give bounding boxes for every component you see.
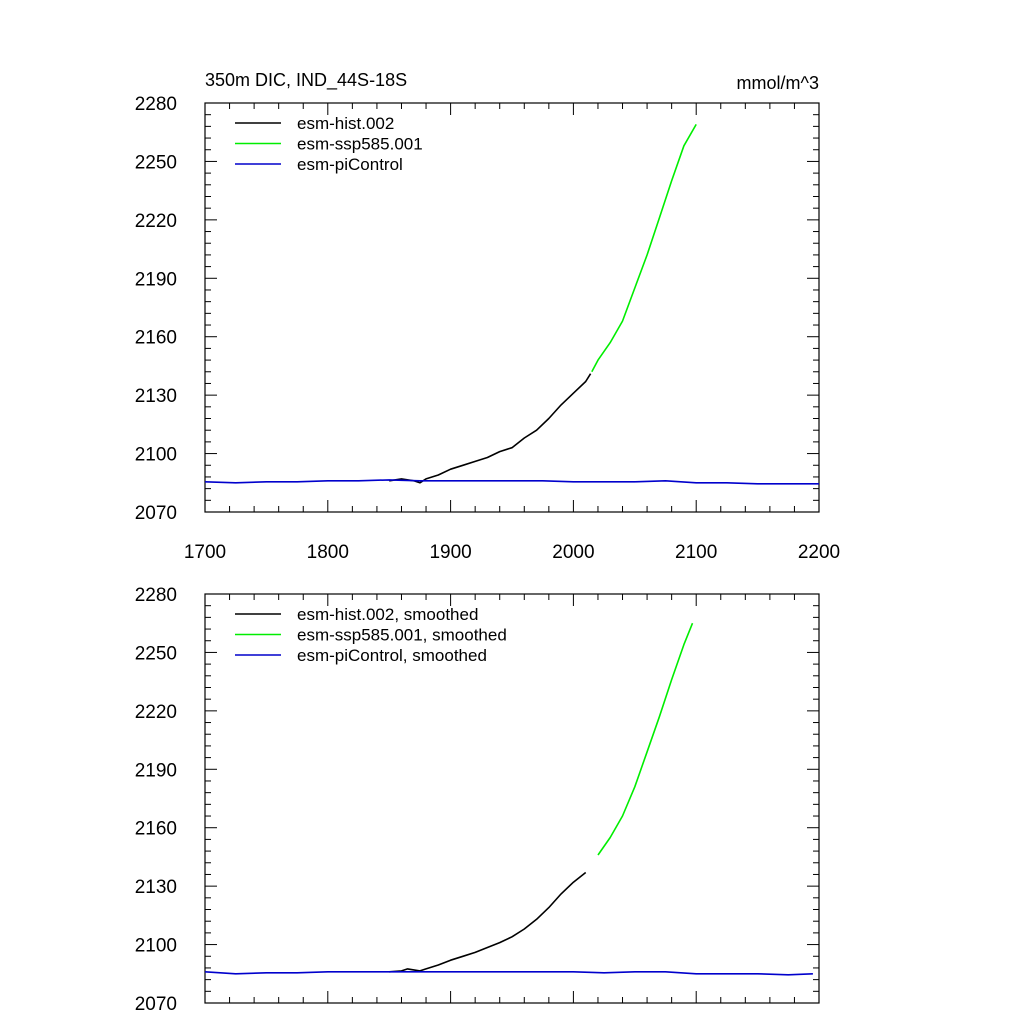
y-tick-label: 2130: [135, 877, 177, 898]
units-label: mmol/m^3: [737, 73, 819, 93]
y-tick-label: 2220: [135, 702, 177, 723]
series-line-2: [597, 622, 694, 856]
y-tick-label: 2160: [135, 819, 177, 840]
y-tick-label: 2070: [135, 503, 177, 524]
x-tick-label: 2100: [675, 542, 717, 563]
y-tick-label: 2190: [135, 760, 177, 781]
plot-frame: [204, 593, 820, 1004]
x-tick-label: 1700: [184, 542, 226, 563]
series-line-3: [204, 970, 813, 976]
y-tick-label: 2250: [135, 152, 177, 173]
x-tick-label: 1800: [307, 542, 349, 563]
chart-panel-2: 2070 2100 2130 2160 2190 2220 2250 2280 esm-hist…: [135, 585, 820, 1015]
x-tick-label: 1900: [429, 542, 471, 563]
y-tick-label: 2280: [135, 94, 177, 115]
y-tick-label: 2070: [135, 994, 177, 1015]
chart-title: 350m DIC, IND_44S-18S: [205, 70, 407, 91]
y-tick-label: 2250: [135, 643, 177, 664]
series-line-1: [389, 871, 587, 973]
legend-entry: esm-piControl: [297, 155, 403, 174]
legend-entry: esm-ssp585.001, smoothed: [297, 626, 507, 645]
series-line-3: [204, 479, 819, 485]
plot-frame: [204, 102, 820, 513]
y-tick-label: 2130: [135, 386, 177, 407]
legend-entry: esm-hist.002, smoothed: [297, 605, 478, 624]
legend-entry: esm-ssp585.001: [297, 135, 423, 154]
series-line-1: [389, 373, 592, 484]
y-tick-label: 2220: [135, 211, 177, 232]
y-tick-label: 2100: [135, 445, 177, 466]
chart-panel-1: 2070 2100 2130 2160 2190 2220 2250 2280 1700 1800…: [135, 70, 840, 563]
y-tick-label: 2160: [135, 328, 177, 349]
series-line-2: [591, 124, 697, 373]
y-tick-label: 2280: [135, 585, 177, 606]
legend-entry: esm-piControl, smoothed: [297, 646, 487, 665]
y-tick-label: 2190: [135, 269, 177, 290]
x-tick-label: 2200: [798, 542, 840, 563]
legend-entry: esm-hist.002: [297, 114, 394, 133]
y-tick-label: 2100: [135, 936, 177, 957]
x-tick-label: 2000: [552, 542, 594, 563]
